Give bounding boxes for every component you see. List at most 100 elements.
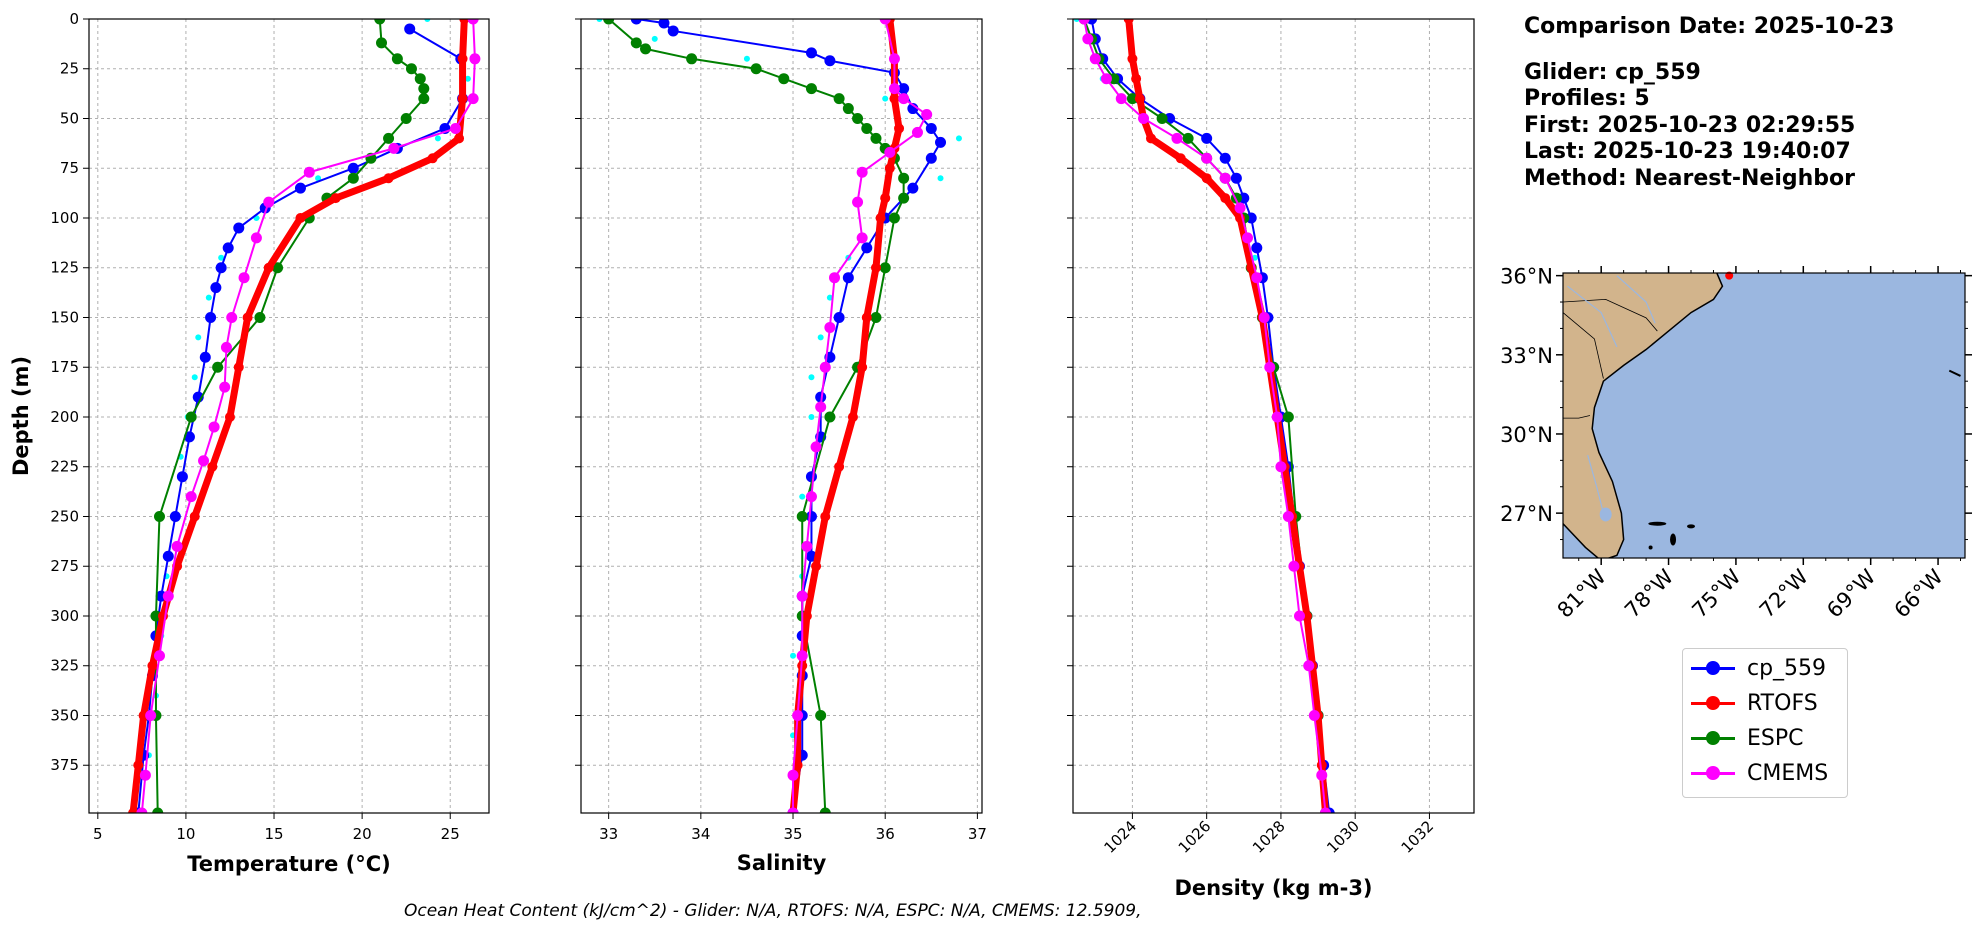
map-lon-label: 81°W: [1553, 564, 1611, 622]
data-point: [1100, 73, 1112, 85]
data-point: [888, 53, 900, 65]
data-point: [169, 510, 181, 522]
series-cmems: [1078, 19, 1331, 813]
data-point: [1126, 93, 1138, 105]
data-point: [842, 103, 854, 115]
x-tick-label: 33: [599, 825, 618, 843]
data-point: [1131, 73, 1142, 84]
bahamas-island: [1706, 564, 1712, 574]
raw-point: [808, 413, 815, 420]
series-cmems: [136, 19, 481, 813]
series-raw: [145, 19, 471, 759]
data-point: [198, 455, 210, 467]
data-point: [242, 312, 253, 323]
data-point: [1230, 172, 1242, 184]
data-point: [888, 83, 900, 95]
panel-temperature: 5 10 15 20 250255075100125150175200225250275…: [9, 10, 490, 876]
data-point: [133, 760, 144, 771]
data-point: [185, 411, 197, 423]
data-point: [856, 166, 868, 178]
map-lon-label: 72°W: [1755, 564, 1813, 622]
data-point: [1078, 19, 1090, 25]
legend-item-espc: ESPC: [1691, 723, 1804, 753]
y-tick-label: 325: [50, 657, 79, 675]
data-point: [1082, 33, 1094, 45]
data-point: [1258, 311, 1270, 323]
legend-item-rtofs: RTOFS: [1691, 688, 1818, 718]
y-axis-label: Depth (m): [9, 356, 33, 476]
x-tick-label: 1028: [1249, 817, 1289, 857]
data-point: [1242, 232, 1254, 244]
data-point: [391, 53, 403, 65]
data-point: [450, 122, 462, 134]
data-point: [347, 162, 359, 174]
state-border-ga-fl: [1563, 415, 1591, 419]
data-point: [667, 25, 679, 37]
data-point: [888, 212, 900, 224]
data-point: [805, 491, 817, 503]
info-panel: Comparison Date: 2025-10-23 Glider: cp_5…: [1524, 14, 1894, 192]
map-lat-label: 30°N: [1500, 423, 1553, 447]
data-point: [880, 193, 891, 204]
y-tick-label: 125: [50, 259, 79, 277]
data-point: [250, 232, 262, 244]
axes-frame: [580, 18, 983, 814]
y-tick-label: 225: [50, 458, 79, 476]
raw-point: [937, 175, 944, 182]
raw-point: [434, 135, 441, 142]
data-point: [1182, 132, 1194, 144]
data-point: [1175, 153, 1186, 164]
data-point: [815, 391, 827, 403]
legend: cp_559 RTOFS ESPC CMEMS: [1682, 648, 1848, 798]
series-raw: [596, 19, 962, 739]
data-point: [907, 182, 919, 194]
data-point: [787, 807, 799, 813]
data-point: [459, 19, 470, 24]
raw-point: [799, 493, 806, 500]
glider-position-marker: [1725, 271, 1734, 280]
raw-point: [191, 374, 198, 381]
bahamas-island: [1687, 524, 1696, 529]
data-point: [263, 196, 275, 208]
y-tick-label: 50: [60, 109, 79, 127]
data-point: [911, 126, 923, 138]
bahamas-island: [1670, 533, 1677, 546]
panel-salinity: 33 34 35 36 37 Salinity: [575, 18, 987, 875]
data-point: [1115, 93, 1127, 105]
last-time: Last: 2025-10-23 19:40:07: [1524, 139, 1851, 164]
data-point: [792, 760, 803, 771]
map-lat-label: 33°N: [1500, 344, 1553, 368]
data-point: [1234, 202, 1246, 214]
data-point: [796, 510, 808, 522]
data-point: [136, 807, 148, 813]
data-point: [220, 341, 232, 353]
data-point: [176, 471, 188, 483]
data-point: [1251, 272, 1263, 284]
data-point: [226, 311, 238, 323]
data-point: [829, 272, 841, 284]
data-point: [686, 53, 698, 65]
data-point: [842, 272, 854, 284]
data-point: [824, 411, 836, 423]
data-point: [870, 132, 882, 144]
x-tick-label: 20: [353, 825, 372, 843]
lake-okeechobee: [1599, 507, 1612, 522]
data-point: [210, 282, 222, 294]
data-point: [457, 53, 468, 64]
data-point: [819, 361, 831, 373]
data-point: [1219, 152, 1231, 164]
data-point: [640, 43, 652, 55]
data-point: [898, 83, 910, 95]
data-point: [1271, 411, 1283, 423]
data-point: [833, 311, 845, 323]
data-point: [935, 136, 947, 148]
x-tick-label: 1024: [1101, 817, 1141, 857]
data-point: [162, 550, 174, 562]
land-us-southeast: [1563, 273, 1724, 558]
data-point: [898, 192, 910, 204]
data-point: [796, 650, 808, 662]
raw-point: [218, 254, 225, 261]
data-point: [630, 19, 642, 25]
legend-label-cp559: cp_559: [1747, 655, 1827, 681]
